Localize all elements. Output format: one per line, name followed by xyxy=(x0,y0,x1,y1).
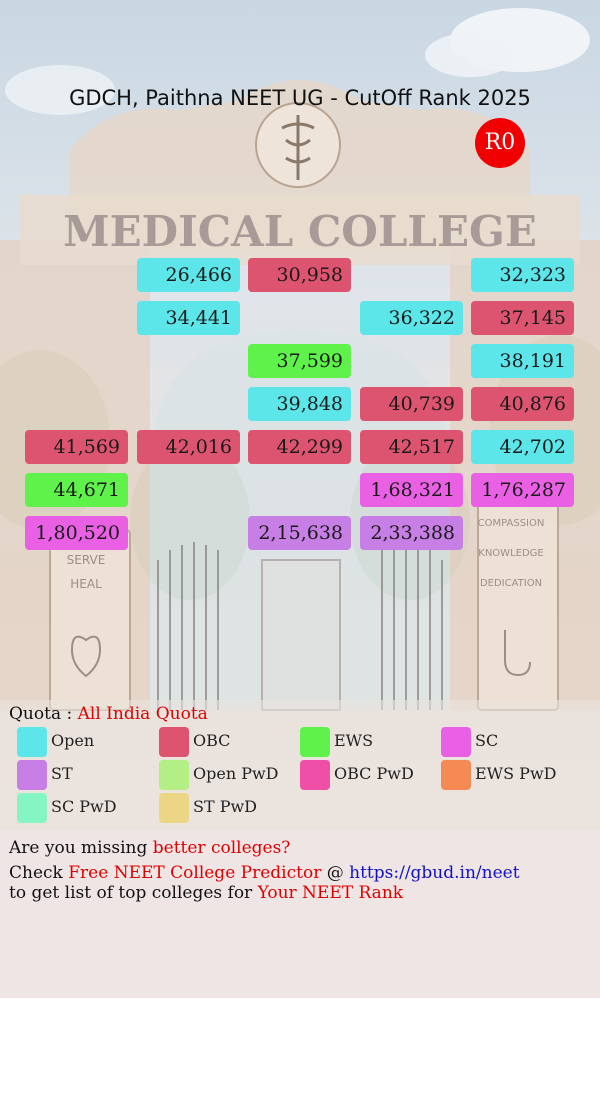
rank-cell: 26,466 xyxy=(137,258,240,292)
footer-text: to get list of top colleges for xyxy=(9,883,253,903)
legend-swatch xyxy=(17,793,47,823)
legend-label: OBC xyxy=(193,731,231,750)
pillar-text-serve: SERVE xyxy=(67,553,106,567)
legend-label: EWS xyxy=(334,731,374,750)
pillar-text-dedication: DEDICATION xyxy=(480,578,542,589)
rank-cell: 38,191 xyxy=(471,344,574,378)
legend-label: Open PwD xyxy=(193,764,279,783)
rank-cell: 34,441 xyxy=(137,301,240,335)
rank-cell: 37,599 xyxy=(248,344,351,378)
footer-highlight: Your NEET Rank xyxy=(257,883,404,903)
rank-cell: 36,322 xyxy=(360,301,463,335)
footer-text: Are you missing xyxy=(9,838,148,858)
rank-cell: 41,569 xyxy=(25,430,128,464)
quota-value: All India Quota xyxy=(77,704,208,724)
rank-cell: 1,68,321 xyxy=(360,473,463,507)
footer-text: Check xyxy=(9,863,63,883)
footer-line-2: Check Free NEET College Predictor @ http… xyxy=(9,863,520,883)
legend-swatch xyxy=(17,727,47,757)
gate-sign-text: MEDICAL COLLEGE xyxy=(63,207,537,256)
legend-label: SC PwD xyxy=(51,797,117,816)
website-url-link[interactable]: https://gbud.in/neet xyxy=(349,863,520,883)
rank-cell: 40,876 xyxy=(471,387,574,421)
quota-line: Quota : All India Quota xyxy=(9,704,208,724)
legend-swatch xyxy=(17,760,47,790)
legend-label: EWS PwD xyxy=(475,764,557,783)
stethoscope-icon xyxy=(504,630,531,677)
legend-swatch xyxy=(159,793,189,823)
legend-label: ST PwD xyxy=(193,797,258,816)
legend-swatch xyxy=(441,760,471,790)
rank-cell: 42,517 xyxy=(360,430,463,464)
legend-label: Open xyxy=(51,731,95,750)
promo-footer: Are you missing better colleges? Check F… xyxy=(0,830,600,998)
footer-highlight: better colleges? xyxy=(152,838,291,858)
footer-line-3: to get list of top colleges for Your NEE… xyxy=(9,883,403,903)
pillar-text-compassion: COMPASSION xyxy=(478,518,545,529)
rank-cell: 42,016 xyxy=(137,430,240,464)
rank-cell: 1,80,520 xyxy=(25,516,128,550)
rank-cell: 42,702 xyxy=(471,430,574,464)
rank-cell: 37,145 xyxy=(471,301,574,335)
rank-cell: 32,323 xyxy=(471,258,574,292)
predictor-link[interactable]: Free NEET College Predictor xyxy=(68,863,322,883)
chart-title: GDCH, Paithna NEET UG - CutOff Rank 2025 xyxy=(69,86,531,110)
footer-text: @ xyxy=(326,863,344,883)
pillar-text-heal: HEAL xyxy=(70,577,102,591)
legend-swatch xyxy=(441,727,471,757)
round-badge: R0 xyxy=(475,118,525,168)
quota-label: Quota : xyxy=(9,704,73,724)
pillar-text-knowledge: KNOWLEDGE xyxy=(478,548,543,559)
heart-icon xyxy=(70,635,102,678)
legend-label: SC xyxy=(475,731,499,750)
legend-label: OBC PwD xyxy=(334,764,414,783)
rank-cell: 1,76,287 xyxy=(471,473,574,507)
infographic-canvas: MEDICAL COLLEGE SERVE HEAL COMPASSION KN… xyxy=(0,0,600,830)
legend-swatch xyxy=(300,727,330,757)
rank-cell: 2,33,388 xyxy=(360,516,463,550)
rank-cell: 42,299 xyxy=(248,430,351,464)
rank-cell: 44,671 xyxy=(25,473,128,507)
legend-swatch xyxy=(159,727,189,757)
legend-swatch xyxy=(159,760,189,790)
rank-cell: 40,739 xyxy=(360,387,463,421)
rank-cell: 2,15,638 xyxy=(248,516,351,550)
legend-label: ST xyxy=(51,764,73,783)
footer-line-1: Are you missing better colleges? xyxy=(9,838,290,858)
legend-swatch xyxy=(300,760,330,790)
rank-cell: 30,958 xyxy=(248,258,351,292)
rank-cell: 39,848 xyxy=(248,387,351,421)
